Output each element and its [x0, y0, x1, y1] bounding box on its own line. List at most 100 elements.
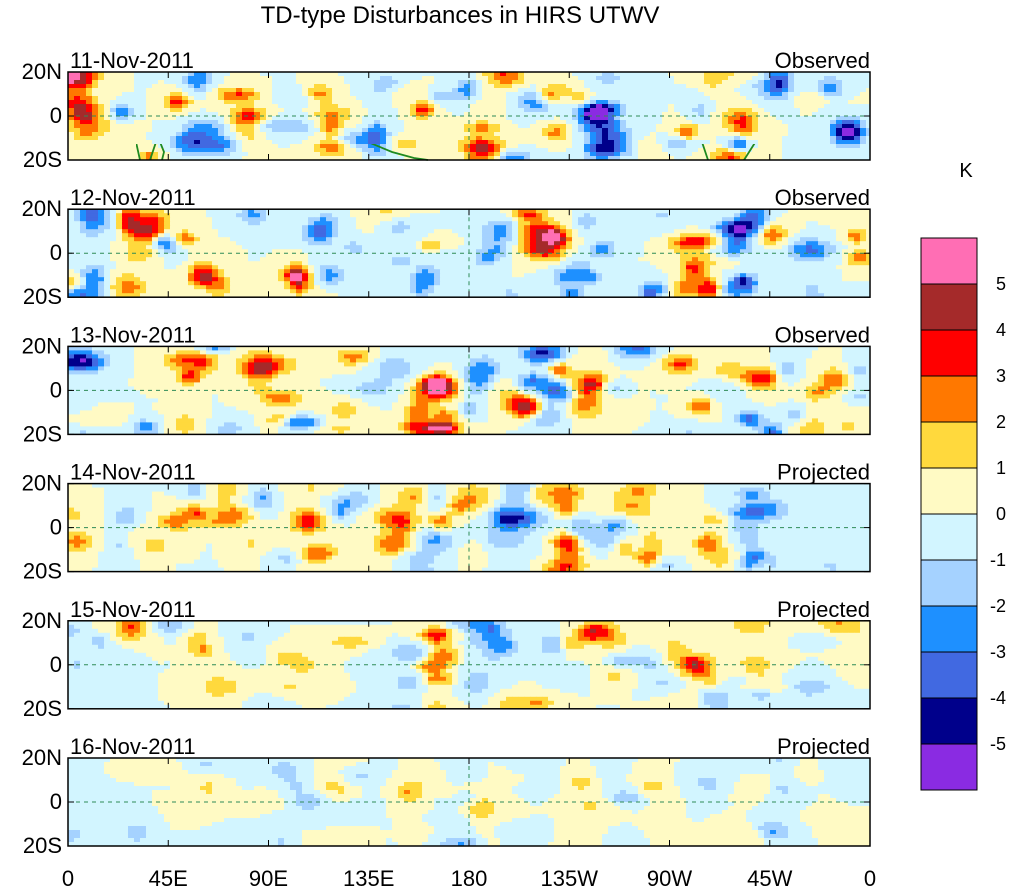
field-cell: [104, 217, 111, 222]
field-cell: [158, 100, 165, 105]
field-cell: [566, 217, 573, 222]
field-cell: [182, 144, 189, 149]
field-cell: [584, 265, 591, 270]
field-cell: [566, 88, 573, 93]
field-cell: [650, 257, 657, 262]
field-cell: [80, 213, 87, 218]
field-cell: [332, 253, 339, 258]
field-cell: [590, 92, 597, 97]
field-cell: [452, 148, 459, 153]
field-cell: [794, 96, 801, 101]
field-cell: [122, 144, 129, 149]
field-cell: [212, 116, 219, 121]
field-cell: [92, 72, 99, 77]
field-cell: [470, 209, 477, 214]
field-cell: [368, 265, 375, 270]
field-cell: [254, 104, 261, 109]
field-cell: [824, 76, 831, 81]
field-cell: [164, 265, 171, 270]
field-cell: [638, 265, 645, 270]
field-cell: [470, 148, 477, 153]
field-cell: [188, 76, 195, 81]
field-cell: [710, 225, 717, 230]
field-cell: [782, 140, 789, 145]
field-cell: [830, 144, 837, 149]
field-cell: [500, 209, 507, 214]
field-cell: [758, 152, 765, 157]
field-cell: [500, 104, 507, 109]
field-cell: [128, 225, 135, 230]
field-cell: [476, 96, 483, 101]
field-cell: [374, 156, 381, 160]
field-cell: [398, 257, 405, 262]
y-tick-label: 20N: [22, 59, 62, 84]
field-cell: [392, 156, 399, 160]
field-cell: [368, 261, 375, 266]
field-cell: [230, 136, 237, 141]
field-cell: [236, 140, 243, 145]
field-cell: [596, 72, 603, 77]
field-cell: [644, 128, 651, 133]
field-cell: [542, 108, 549, 113]
field-cell: [734, 112, 741, 117]
field-cell: [500, 233, 507, 238]
field-cell: [764, 84, 771, 89]
field-cell: [122, 265, 129, 270]
field-cell: [86, 108, 93, 113]
field-cell: [734, 261, 741, 266]
field-cell: [620, 84, 627, 89]
field-cell: [554, 96, 561, 101]
field-cell: [326, 104, 333, 109]
field-cell: [734, 225, 741, 230]
field-cell: [794, 253, 801, 258]
field-cell: [866, 261, 870, 266]
field-cell: [776, 209, 783, 214]
field-cell: [236, 124, 243, 129]
field-cell: [692, 233, 699, 238]
field-cell: [752, 237, 759, 242]
field-cell: [866, 132, 870, 137]
field-cell: [320, 120, 327, 125]
field-cell: [350, 108, 357, 113]
field-cell: [266, 217, 273, 222]
field-cell: [500, 253, 507, 258]
field-cell: [440, 257, 447, 262]
field-cell: [92, 245, 99, 250]
field-cell: [806, 152, 813, 157]
field-cell: [380, 148, 387, 153]
field-cell: [596, 144, 603, 149]
field-cell: [266, 92, 273, 97]
field-cell: [434, 229, 441, 234]
field-cell: [572, 217, 579, 222]
field-cell: [608, 76, 615, 81]
field-cell: [410, 229, 417, 234]
field-cell: [686, 229, 693, 234]
field-cell: [602, 233, 609, 238]
field-cell: [692, 116, 699, 121]
field-cell: [110, 237, 117, 242]
field-cell: [188, 100, 195, 105]
field-cell: [416, 225, 423, 230]
field-cell: [500, 245, 507, 250]
field-cell: [848, 92, 855, 97]
field-cell: [146, 100, 153, 105]
field-cell: [92, 148, 99, 153]
field-cell: [500, 241, 507, 246]
field-cell: [440, 136, 447, 141]
field-cell: [668, 124, 675, 129]
field-cell: [662, 249, 669, 254]
field-cell: [248, 221, 255, 226]
field-cell: [794, 88, 801, 93]
field-cell: [302, 225, 309, 230]
field-cell: [416, 100, 423, 105]
field-cell: [836, 76, 843, 81]
field-cell: [176, 124, 183, 129]
field-cell: [800, 257, 807, 262]
field-cell: [302, 148, 309, 153]
field-cell: [794, 116, 801, 121]
field-cell: [578, 128, 585, 133]
field-cell: [272, 213, 279, 218]
field-cell: [668, 221, 675, 226]
field-cell: [638, 76, 645, 81]
field-cell: [470, 80, 477, 85]
